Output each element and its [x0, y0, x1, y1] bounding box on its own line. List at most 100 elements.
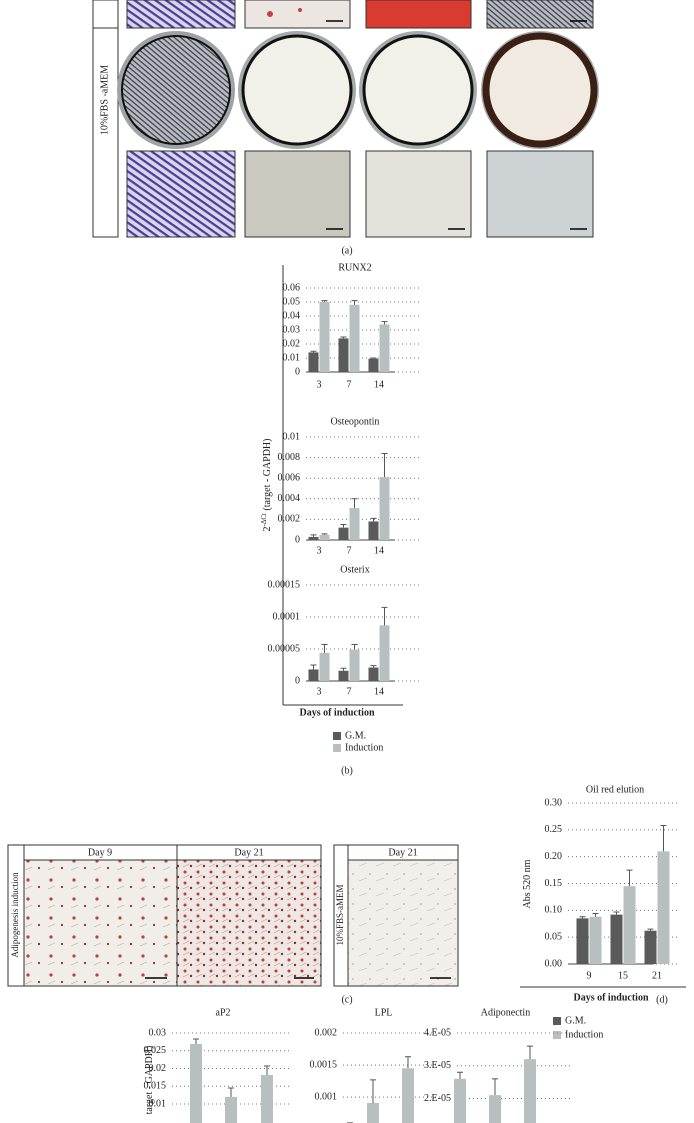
column-header: Day 21 [388, 847, 417, 858]
stain [298, 8, 302, 12]
error-bar [492, 1078, 498, 1096]
y-axis-label-base: 2 [262, 526, 273, 531]
y-tick-label: 0.15 [545, 878, 563, 889]
error-bar [370, 357, 377, 359]
x-tick-label: 7 [347, 686, 352, 697]
column-header: Day 9 [88, 847, 112, 858]
error-bar [321, 644, 328, 653]
row-label: 10%FBS-aMEM [335, 884, 345, 945]
error-bar [340, 667, 347, 671]
dish [241, 34, 353, 146]
panel-caption: (b) [341, 765, 353, 776]
y-tick-label: 0.00005 [268, 643, 301, 654]
bar [190, 1044, 202, 1123]
image [244, 0, 351, 29]
x-tick-label: 21 [652, 970, 662, 981]
y-tick-label: 0.025 [144, 1045, 167, 1056]
legend-swatch [553, 1031, 561, 1039]
y-tick-label: 0.015 [144, 1081, 167, 1092]
error-bar [193, 1038, 199, 1045]
y-tick-label: 0.004 [278, 493, 301, 504]
image [486, 0, 594, 29]
bar [368, 667, 379, 681]
bar [379, 625, 390, 681]
error-bar [592, 913, 599, 917]
error-bar [370, 665, 377, 668]
error-bar [310, 664, 317, 670]
image [126, 150, 236, 238]
y-tick-label: 0.05 [545, 931, 563, 942]
bar [610, 914, 623, 964]
bar [338, 338, 349, 372]
error-bar [321, 300, 328, 302]
y-tick-label: 0 [295, 534, 300, 545]
bar [349, 649, 360, 681]
image [348, 860, 458, 986]
error-bar [370, 517, 377, 522]
legend-label: G.M. [565, 1015, 586, 1026]
error-bar [457, 1071, 463, 1079]
row-label-box [92, 0, 119, 238]
bar [644, 930, 657, 964]
bar [319, 302, 330, 372]
bar [308, 352, 319, 372]
y-tick-label: 0.01 [283, 431, 301, 442]
error-bar [370, 1079, 376, 1103]
bar [657, 851, 670, 964]
bar [319, 652, 330, 681]
error-bar [381, 606, 388, 626]
dish [121, 35, 231, 145]
y-tick-label: 0.002 [315, 1027, 338, 1038]
image [244, 150, 351, 238]
y-axis-label-exponent: -ΔCt [260, 513, 268, 527]
bar [367, 1102, 379, 1123]
error-bar [340, 336, 347, 339]
legend-label: Induction [345, 742, 383, 753]
image [177, 860, 321, 986]
bar [338, 527, 349, 540]
error-bar [527, 1045, 533, 1060]
panel-c: Day 9 Day 21 Adipogenesis induction Day … [7, 844, 459, 1005]
error-bar [228, 1087, 234, 1097]
error-bar [264, 1065, 270, 1075]
error-bar [613, 911, 620, 915]
y-tick-label: 0.05 [283, 296, 301, 307]
column-header: Day 21 [234, 847, 263, 858]
image-frame [7, 844, 322, 987]
y-tick-label: 0.0015 [310, 1059, 338, 1070]
y-tick-label: 0.01 [149, 1098, 167, 1109]
bar [623, 886, 636, 964]
image [24, 860, 177, 986]
y-tick-label: 0.001 [315, 1091, 338, 1102]
chart-title: RUNX2 [338, 262, 371, 273]
y-tick-label: 0 [295, 366, 300, 377]
stain [267, 11, 273, 17]
bar [576, 918, 589, 964]
bar [349, 508, 360, 540]
panel-caption: (a) [341, 245, 352, 256]
error-bar [381, 321, 388, 325]
y-tick-label: 0.0001 [273, 611, 301, 622]
bar [308, 536, 319, 540]
legend-swatch [333, 732, 341, 740]
bar [589, 916, 602, 964]
image [365, 150, 472, 238]
y-tick-label: 0.06 [283, 282, 301, 293]
error-bar [351, 498, 358, 509]
error-bar [321, 533, 328, 535]
y-tick-label: 0.00 [545, 958, 563, 969]
bar [379, 324, 390, 372]
y-tick-label: 0.04 [283, 310, 301, 321]
x-tick-label: 14 [374, 545, 384, 556]
dish [482, 32, 598, 148]
error-bar [340, 524, 347, 528]
y-tick-label: 0.006 [278, 472, 301, 483]
chart-title: Oil red elution [586, 784, 644, 795]
y-tick-label: 0.02 [283, 338, 301, 349]
bar [225, 1096, 237, 1123]
x-tick-label: 3 [317, 379, 322, 390]
error-bar [381, 452, 388, 478]
bar [524, 1059, 536, 1123]
y-tick-label: 0.03 [149, 1027, 167, 1038]
legend-swatch [553, 1017, 561, 1025]
